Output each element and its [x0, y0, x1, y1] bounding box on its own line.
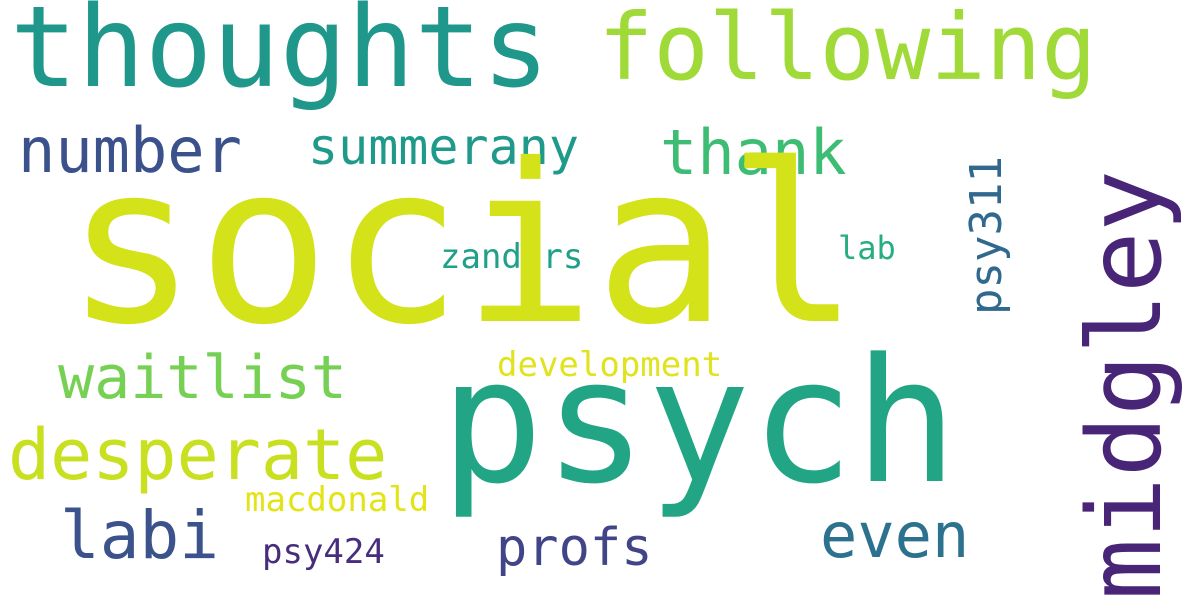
word-lab: lab — [838, 229, 896, 267]
word-psy311: psy311 — [961, 156, 1012, 315]
word-summerany: summerany — [308, 118, 579, 176]
word-development: development — [497, 345, 723, 385]
word-psy424: psy424 — [262, 532, 385, 572]
word-number: number — [18, 114, 242, 187]
word-even: even — [820, 499, 970, 572]
word-following: following — [598, 0, 1097, 101]
word-social: social — [65, 117, 860, 373]
word-midgley: midgley — [1066, 170, 1185, 600]
word-thank: thank — [660, 116, 847, 189]
word-psych: psych — [440, 321, 958, 522]
word-zanders: zanders — [440, 237, 584, 277]
word-desperate: desperate — [8, 414, 388, 496]
word-profs: profs — [496, 518, 653, 578]
word-thoughts: thoughts — [10, 0, 550, 113]
word-macdonald: macdonald — [245, 480, 430, 520]
word-labi: labi — [60, 497, 219, 574]
word-waitlist: waitlist — [58, 343, 347, 413]
